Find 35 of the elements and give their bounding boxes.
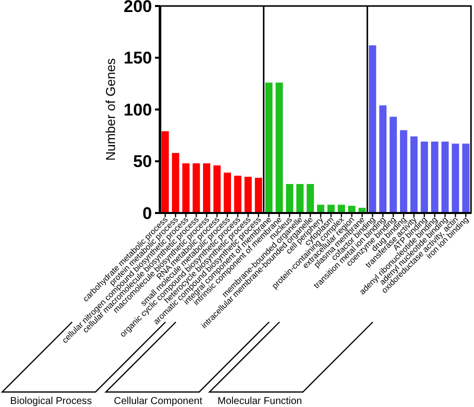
bar: [317, 204, 324, 213]
bar: [192, 163, 200, 213]
bar: [254, 178, 262, 213]
bar: [182, 163, 190, 213]
bar: [368, 45, 376, 213]
bar: [306, 184, 314, 213]
bar: [410, 136, 418, 213]
y-tick-label: 100: [124, 100, 152, 120]
bar: [276, 82, 283, 213]
bar: [244, 176, 252, 213]
bar: [286, 184, 294, 213]
text: Molecular Function: [218, 396, 302, 407]
bar: [265, 82, 272, 213]
y-tick-label: 50: [133, 152, 152, 172]
bar: [162, 131, 169, 213]
bar: [452, 144, 460, 213]
text: Biological Process: [10, 396, 92, 407]
bar: [296, 184, 304, 213]
bar: [400, 130, 408, 213]
bar: [420, 142, 428, 213]
bar: [224, 172, 232, 213]
y-tick-label: 0: [142, 204, 152, 223]
y-tick-label: 200: [124, 0, 152, 16]
bar: [379, 105, 387, 213]
text: Cellular Component: [114, 396, 202, 407]
bar: [234, 176, 242, 213]
y-axis-title: Number of Genes: [103, 58, 118, 161]
bar: [172, 152, 180, 213]
bar: [431, 142, 438, 213]
bar: [213, 165, 221, 213]
bar: [462, 144, 470, 213]
bar: [390, 116, 397, 213]
bar: [441, 142, 449, 213]
y-tick-label: 150: [124, 48, 152, 68]
bar: [203, 163, 210, 213]
